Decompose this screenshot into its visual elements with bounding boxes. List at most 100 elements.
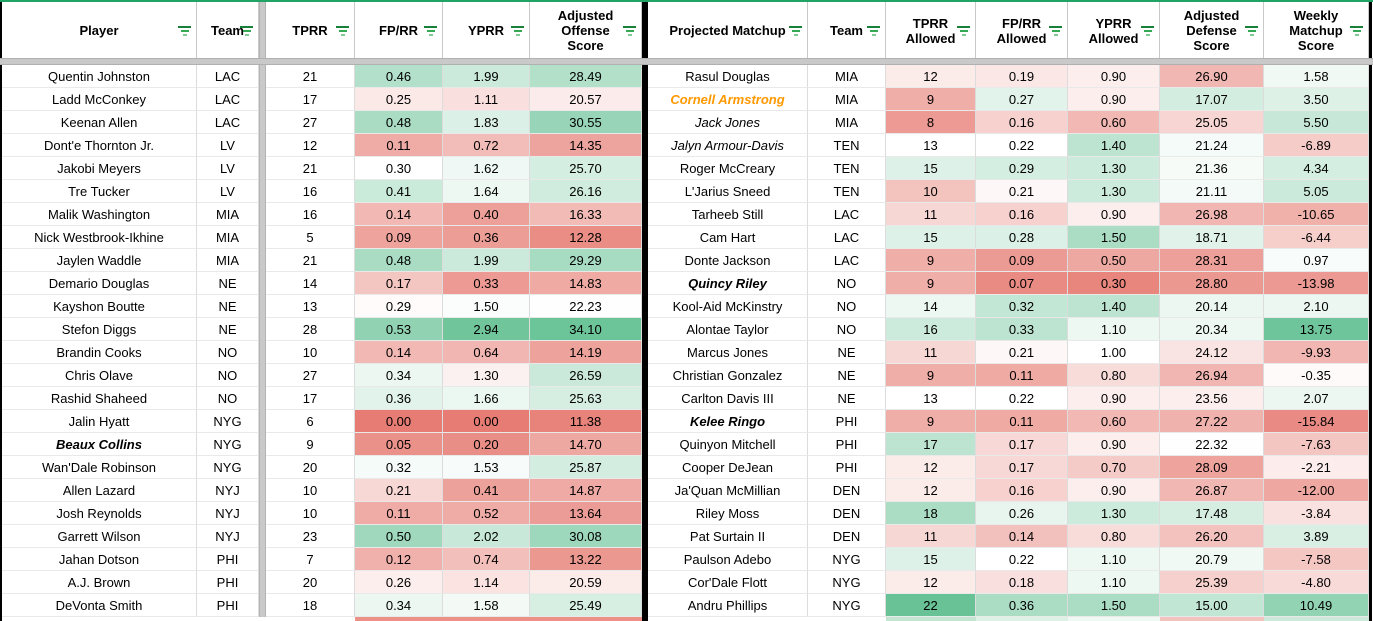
tprr-allowed-cell[interactable]: 12 xyxy=(886,479,976,502)
col-header-projected-matchup[interactable]: Projected Matchup xyxy=(648,2,808,59)
weekly-matchup-score-cell[interactable]: -6.89 xyxy=(1264,134,1369,157)
fprr-allowed-cell[interactable]: 0.36 xyxy=(976,594,1068,617)
fprr-allowed-cell[interactable]: 0.22 xyxy=(976,387,1068,410)
adjusted-defense-score-cell[interactable]: 23.56 xyxy=(1160,387,1264,410)
team-cell[interactable]: TEN xyxy=(808,134,886,157)
player-cell[interactable]: Jakobi Meyers xyxy=(2,157,197,180)
tprr-cell[interactable]: 10 xyxy=(266,479,355,502)
team-cell[interactable]: NYJ xyxy=(197,525,259,548)
yprr-cell[interactable]: 2.94 xyxy=(443,318,530,341)
fprr-cell[interactable]: 0.48 xyxy=(355,111,443,134)
player-cell[interactable]: Malik Washington xyxy=(2,203,197,226)
weekly-matchup-score-cell[interactable]: -3.84 xyxy=(1264,502,1369,525)
adjusted-defense-score-cell[interactable]: 20.14 xyxy=(1160,295,1264,318)
fprr-allowed-cell[interactable]: 0.17 xyxy=(976,433,1068,456)
adjusted-defense-score-cell[interactable]: 15.00 xyxy=(1160,594,1264,617)
tprr-cell[interactable]: 10 xyxy=(266,341,355,364)
col-header-fprr[interactable]: FP/RR xyxy=(355,2,443,59)
team-cell[interactable]: PHI xyxy=(197,594,259,617)
player-cell[interactable]: Quentin Johnston xyxy=(2,65,197,88)
yprr-allowed-cell[interactable]: 1.50 xyxy=(1068,594,1160,617)
player-cell[interactable]: Garrett Wilson xyxy=(2,525,197,548)
tprr-cell[interactable]: 10 xyxy=(266,502,355,525)
weekly-matchup-score-cell[interactable]: 1.58 xyxy=(1264,65,1369,88)
matchup-cell[interactable]: Jalyn Armour-Davis xyxy=(648,134,808,157)
adjusted-defense-score-cell[interactable]: 21.11 xyxy=(1160,180,1264,203)
fprr-allowed-cell[interactable]: 0.26 xyxy=(976,502,1068,525)
matchup-cell[interactable]: L'Jarius Sneed xyxy=(648,180,808,203)
fprr-allowed-cell[interactable]: 0.14 xyxy=(976,525,1068,548)
adjusted-offense-score-cell[interactable]: 20.59 xyxy=(530,571,642,594)
player-cell[interactable]: Allen Lazard xyxy=(2,479,197,502)
tprr-cell[interactable]: 9 xyxy=(266,433,355,456)
filter-icon[interactable] xyxy=(623,25,637,37)
fprr-allowed-cell[interactable]: 0.11 xyxy=(976,364,1068,387)
adjusted-defense-score-cell[interactable]: 28.31 xyxy=(1160,249,1264,272)
tprr-allowed-cell[interactable]: 9 xyxy=(886,272,976,295)
fprr-allowed-cell[interactable]: 0.16 xyxy=(976,203,1068,226)
yprr-allowed-cell[interactable]: 1.30 xyxy=(1068,180,1160,203)
matchup-cell[interactable]: Kool-Aid McKinstry xyxy=(648,295,808,318)
col-header-yprr[interactable]: YPRR xyxy=(443,2,530,59)
team-cell[interactable]: MIA xyxy=(197,203,259,226)
yprr-allowed-cell[interactable]: 0.80 xyxy=(1068,364,1160,387)
tprr-cell[interactable]: 13 xyxy=(266,295,355,318)
yprr-allowed-cell[interactable]: 0.90 xyxy=(1068,479,1160,502)
yprr-allowed-cell[interactable]: 1.10 xyxy=(1068,571,1160,594)
weekly-matchup-score-cell[interactable]: 2.10 xyxy=(1264,295,1369,318)
col-header-tprr[interactable]: TPRR xyxy=(266,2,355,59)
weekly-matchup-score-cell[interactable]: -0.35 xyxy=(1264,364,1369,387)
tprr-allowed-cell[interactable]: 14 xyxy=(886,295,976,318)
col-header-team[interactable]: Team xyxy=(808,2,886,59)
team-cell[interactable]: NE xyxy=(197,318,259,341)
team-cell[interactable]: NO xyxy=(808,318,886,341)
team-cell[interactable]: LAC xyxy=(197,65,259,88)
fprr-cell[interactable]: 0.05 xyxy=(355,433,443,456)
fprr-cell[interactable]: 0.53 xyxy=(355,318,443,341)
yprr-cell[interactable]: 0.36 xyxy=(443,226,530,249)
matchup-cell[interactable]: Andru Phillips xyxy=(648,594,808,617)
player-cell[interactable]: Jaylen Waddle xyxy=(2,249,197,272)
adjusted-defense-score-cell[interactable]: 20.79 xyxy=(1160,548,1264,571)
yprr-allowed-cell[interactable]: 0.90 xyxy=(1068,88,1160,111)
adjusted-offense-score-cell[interactable]: 16.33 xyxy=(530,203,642,226)
weekly-matchup-score-cell[interactable]: -4.80 xyxy=(1264,571,1369,594)
adjusted-offense-score-cell[interactable]: 26.59 xyxy=(530,364,642,387)
adjusted-offense-score-cell[interactable]: 14.83 xyxy=(530,272,642,295)
fprr-cell[interactable]: 0.29 xyxy=(355,295,443,318)
team-cell[interactable]: LAC xyxy=(808,249,886,272)
yprr-cell[interactable]: 0.52 xyxy=(443,502,530,525)
weekly-matchup-score-cell[interactable]: -10.65 xyxy=(1264,203,1369,226)
fprr-allowed-cell[interactable]: 0.22 xyxy=(976,134,1068,157)
player-cell[interactable]: Tre Tucker xyxy=(2,180,197,203)
fprr-cell[interactable]: 0.17 xyxy=(355,272,443,295)
fprr-cell[interactable]: 0.14 xyxy=(355,341,443,364)
fprr-cell[interactable]: 0.11 xyxy=(355,502,443,525)
team-cell[interactable]: DEN xyxy=(808,525,886,548)
fprr-allowed-cell[interactable]: 0.09 xyxy=(976,249,1068,272)
filter-icon[interactable] xyxy=(336,25,350,37)
fprr-cell[interactable]: 0.41 xyxy=(355,180,443,203)
adjusted-offense-score-cell[interactable]: 25.63 xyxy=(530,387,642,410)
team-cell[interactable]: PHI xyxy=(808,433,886,456)
weekly-matchup-score-cell[interactable]: -7.63 xyxy=(1264,433,1369,456)
filter-icon[interactable] xyxy=(1350,25,1364,37)
adjusted-offense-score-cell[interactable]: 25.70 xyxy=(530,157,642,180)
yprr-cell[interactable]: 1.99 xyxy=(443,65,530,88)
tprr-cell[interactable]: 23 xyxy=(266,525,355,548)
col-header-player[interactable]: Player xyxy=(2,2,197,59)
weekly-matchup-score-cell[interactable]: 13.75 xyxy=(1264,318,1369,341)
team-cell[interactable]: NE xyxy=(197,272,259,295)
player-cell[interactable]: Jahan Dotson xyxy=(2,548,197,571)
tprr-cell[interactable]: 20 xyxy=(266,456,355,479)
player-cell[interactable]: Josh Reynolds xyxy=(2,502,197,525)
tprr-cell[interactable]: 5 xyxy=(266,226,355,249)
player-cell[interactable]: Beaux Collins xyxy=(2,433,197,456)
matchup-cell[interactable]: Pat Surtain II xyxy=(648,525,808,548)
tprr-allowed-cell[interactable]: 11 xyxy=(886,525,976,548)
yprr-allowed-cell[interactable]: 0.30 xyxy=(1068,272,1160,295)
team-cell[interactable]: MIA xyxy=(808,111,886,134)
matchup-cell[interactable]: Marcus Jones xyxy=(648,341,808,364)
adjusted-defense-score-cell[interactable]: 25.39 xyxy=(1160,571,1264,594)
weekly-matchup-score-cell[interactable]: 3.50 xyxy=(1264,88,1369,111)
